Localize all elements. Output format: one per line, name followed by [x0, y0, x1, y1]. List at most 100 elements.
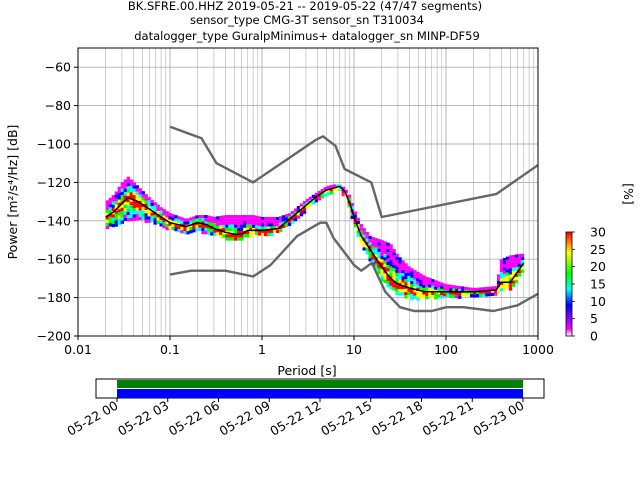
- heatmap-cell: [192, 216, 196, 220]
- heatmap-cell: [392, 271, 396, 275]
- heatmap-cell: [413, 279, 417, 283]
- heatmap-cell: [129, 189, 133, 193]
- heatmap-cell: [105, 209, 110, 214]
- heatmap-cell: [499, 262, 504, 266]
- heatmap-cell: [147, 213, 151, 217]
- heatmap-cell: [404, 269, 408, 273]
- heatmap-cell: [368, 255, 372, 259]
- heatmap-cell: [201, 218, 205, 222]
- heatmap-cell: [129, 214, 133, 218]
- heatmap-cell: [111, 223, 116, 228]
- heatmap-cell: [353, 214, 357, 218]
- heatmap-cell: [287, 222, 292, 227]
- heatmap-cell: [335, 187, 340, 191]
- heatmap-cell: [425, 280, 429, 284]
- heatmap-cell: [153, 221, 157, 225]
- heatmap-cell: [275, 216, 280, 221]
- heatmap-cell: [237, 227, 241, 232]
- heatmap-cell: [156, 211, 160, 215]
- heatmap-cell: [237, 218, 241, 222]
- heatmap-cell: [159, 220, 163, 224]
- heatmap-cell: [216, 232, 220, 236]
- heatmap-cell: [392, 284, 396, 288]
- heatmap-cell: [159, 223, 163, 227]
- heatmap-cell: [380, 246, 384, 250]
- heatmap-cell: [105, 219, 110, 223]
- heatmap-cell: [499, 284, 504, 289]
- heatmap-cell: [407, 295, 411, 299]
- heatmap-cell: [228, 215, 232, 219]
- heatmap-cell: [377, 245, 381, 249]
- heatmap-cell: [249, 224, 253, 228]
- heatmap-cell: [383, 273, 387, 277]
- heatmap-cell: [458, 286, 462, 290]
- heatmap-cell: [210, 219, 214, 223]
- heatmap-cell: [234, 231, 238, 235]
- heatmap-cell: [204, 215, 208, 219]
- heatmap-cell: [201, 221, 205, 225]
- heatmap-cell: [180, 230, 184, 234]
- heatmap-cell: [165, 211, 169, 215]
- heatmap-cell: [132, 195, 136, 199]
- heatmap-cell: [386, 268, 390, 272]
- colorbar-tick-label: 0: [590, 329, 598, 344]
- heatmap-cell: [389, 250, 393, 254]
- heatmap-cell: [216, 222, 220, 226]
- heatmap-cell: [132, 217, 136, 221]
- heatmap-cell: [207, 218, 211, 222]
- heatmap-cell: [168, 219, 172, 223]
- heatmap-cell: [478, 293, 483, 298]
- heatmap-cell: [505, 285, 510, 289]
- heatmap-cell: [108, 207, 113, 211]
- heatmap-cell: [108, 210, 113, 214]
- heatmap-cell: [505, 272, 510, 276]
- heatmap-cell: [249, 227, 253, 232]
- heatmap-cell: [156, 207, 160, 212]
- heatmap-cell: [502, 286, 507, 290]
- heatmap-cell: [225, 218, 229, 222]
- heatmap-cell: [395, 269, 399, 273]
- heatmap-cell: [210, 232, 214, 236]
- heatmap-cell: [222, 234, 226, 238]
- heatmap-cell: [141, 213, 145, 217]
- heatmap-cell: [225, 215, 229, 219]
- heatmap-cell: [389, 253, 393, 258]
- heatmap-cell: [120, 207, 125, 211]
- heatmap-cell: [493, 286, 498, 290]
- heatmap-cell: [398, 289, 402, 293]
- heatmap-cell: [204, 221, 208, 225]
- heatmap-cell: [153, 205, 157, 209]
- heatmap-cell: [389, 260, 393, 264]
- heatmap-cell: [404, 266, 408, 270]
- heatmap-cell: [499, 272, 504, 276]
- heatmap-cell: [374, 247, 378, 251]
- heatmap-cell: [150, 212, 154, 216]
- heatmap-cell: [386, 242, 390, 246]
- heatmap-cell: [228, 237, 232, 241]
- heatmap-cell: [290, 220, 295, 224]
- heatmap-cell: [344, 189, 348, 193]
- heatmap-cell: [398, 260, 402, 264]
- heatmap-cell: [395, 260, 399, 264]
- heatmap-cell: [222, 218, 226, 222]
- heatmap-cell: [368, 251, 372, 256]
- heatmap-cell: [278, 216, 283, 220]
- x-tick-label: 1000: [522, 342, 554, 357]
- heatmap-cell: [410, 268, 414, 272]
- heatmap-cell: [123, 217, 127, 221]
- heatmap-cell: [237, 221, 241, 225]
- heatmap-cell: [237, 234, 241, 238]
- heatmap-cell: [126, 179, 130, 184]
- heatmap-cell: [278, 222, 283, 226]
- heatmap-cell: [234, 218, 238, 222]
- heatmap-cell: [356, 220, 360, 225]
- heatmap-cell: [467, 287, 471, 291]
- heatmap-cell: [517, 257, 522, 261]
- heatmap-cell: [144, 210, 148, 214]
- heatmap-cell: [514, 280, 519, 284]
- heatmap-cell: [243, 227, 247, 232]
- heatmap-cell: [138, 207, 142, 211]
- heatmap-cell: [514, 273, 519, 277]
- heatmap-cell: [437, 281, 441, 285]
- heatmap-cell: [493, 289, 498, 293]
